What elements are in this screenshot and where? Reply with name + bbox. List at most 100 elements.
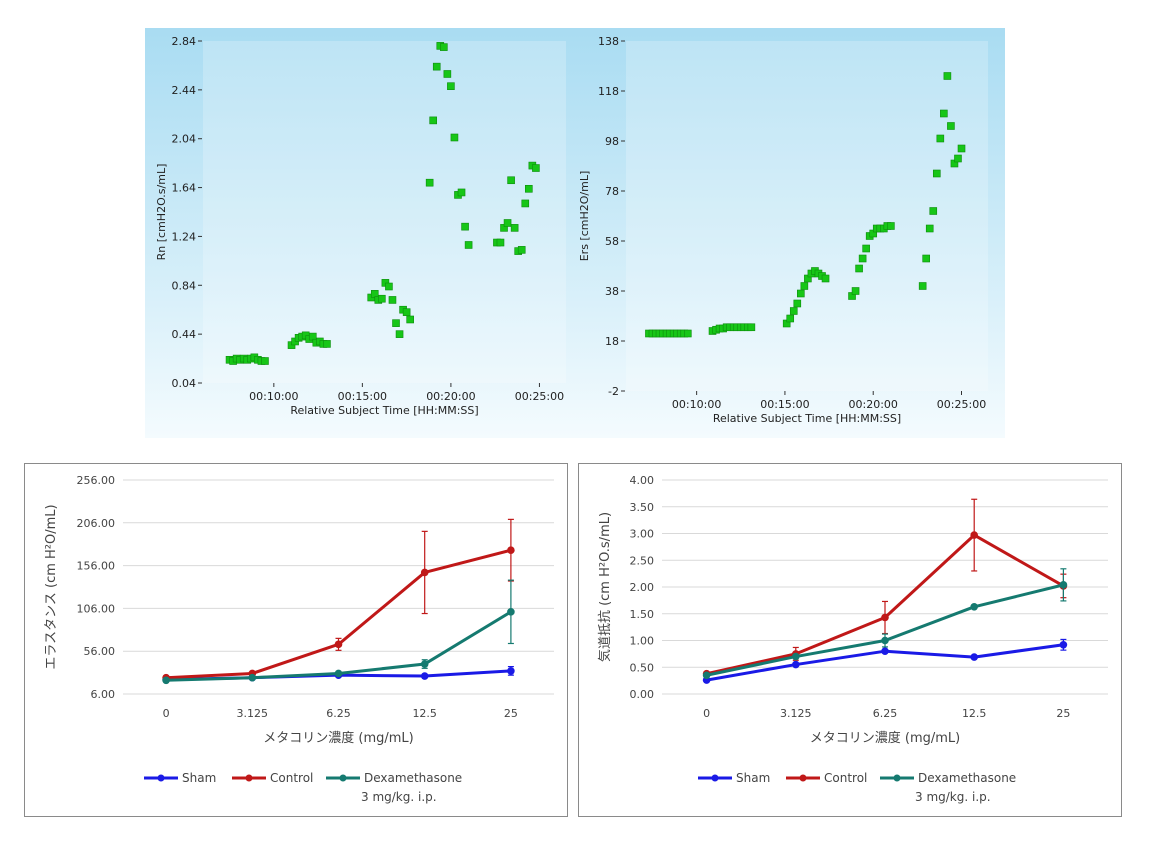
legend-label: Sham [182, 771, 216, 785]
x-tick-label: 00:15:00 [760, 398, 809, 411]
x-tick-label: 00:25:00 [515, 390, 564, 403]
x-tick-label: 25 [504, 707, 518, 720]
y-tick-label: 3.00 [630, 528, 655, 541]
data-point [517, 246, 526, 254]
data-point [507, 176, 515, 185]
data-point [450, 133, 459, 142]
legend-label: Dexamethasone [918, 771, 1016, 785]
data-point [261, 357, 269, 365]
data-point [702, 671, 711, 680]
top-scatter-panel [145, 28, 1005, 438]
data-point [323, 340, 331, 348]
y-tick-label: 0.50 [630, 661, 655, 674]
y-tick-label: 2.00 [630, 581, 655, 594]
data-point [496, 238, 505, 247]
y-tick-label: 0.84 [172, 279, 197, 292]
data-point [248, 673, 257, 682]
y-tick-label: 106.00 [77, 602, 116, 615]
legend-swatch-marker [245, 774, 253, 782]
y-axis-label: 気道抵抗 (cm H²O.s/mL) [597, 512, 613, 662]
data-point [862, 244, 870, 253]
y-tick-label: 1.24 [172, 230, 197, 243]
x-tick-label: 6.25 [326, 707, 351, 720]
y-tick-label: 98 [605, 135, 619, 148]
x-tick-label: 00:15:00 [338, 390, 387, 403]
x-axis-label: Relative Subject Time [HH:MM:SS] [290, 404, 478, 417]
legend-swatch-marker [711, 774, 719, 782]
data-point [954, 154, 962, 163]
data-point [855, 264, 863, 273]
data-point [525, 184, 533, 193]
data-point [947, 122, 955, 130]
y-tick-label: 4.00 [630, 474, 655, 487]
data-point [970, 602, 978, 611]
y-tick-label: 256.00 [77, 474, 116, 487]
data-point [929, 207, 938, 215]
x-tick-label: 3.125 [237, 707, 269, 720]
data-point [918, 282, 927, 290]
y-axis-label: Ers [cmH2O/mL] [578, 171, 591, 262]
y-tick-label: 3.50 [630, 501, 655, 514]
data-point [970, 653, 978, 661]
data-point [507, 667, 515, 675]
x-axis-label: メタコリン濃度 (mg/mL) [810, 730, 960, 746]
y-tick-label: 138 [598, 35, 619, 48]
y-tick-label: 2.44 [172, 84, 197, 97]
y-axis-label: Rn [cmH2O.s/mL] [155, 164, 168, 261]
data-point [957, 144, 966, 153]
data-point [932, 169, 941, 178]
y-tick-label: 1.00 [630, 635, 655, 648]
data-point [521, 199, 530, 208]
x-axis-label: メタコリン濃度 (mg/mL) [263, 730, 413, 746]
data-point [684, 329, 692, 338]
x-tick-label: 00:20:00 [426, 390, 475, 403]
legend-label-sub: 3 mg/kg. i.p. [361, 790, 437, 804]
data-point [440, 43, 448, 51]
elastance-chart-frame [24, 463, 568, 817]
data-point [392, 319, 400, 327]
y-tick-label: 156.00 [77, 560, 116, 573]
legend-label: Control [270, 771, 313, 785]
y-tick-label: 2.84 [172, 35, 197, 48]
legend-label-sub: 3 mg/kg. i.p. [915, 790, 991, 804]
y-tick-label: 206.00 [77, 517, 116, 530]
x-tick-label: 3.125 [780, 707, 812, 720]
y-tick-label: 0.00 [630, 688, 655, 701]
data-point [789, 307, 798, 315]
x-tick-label: 12.5 [962, 707, 987, 720]
data-point [970, 531, 978, 539]
x-tick-label: 00:10:00 [249, 390, 298, 403]
data-point [851, 287, 860, 295]
data-point [940, 109, 948, 118]
data-point [821, 274, 830, 283]
data-point [881, 613, 889, 622]
y-axis-label: エラスタンス (cm H²O/mL) [44, 504, 59, 669]
data-point [1059, 581, 1068, 589]
y-tick-label: 78 [605, 185, 619, 198]
legend-swatch-marker [893, 774, 901, 782]
data-point [429, 116, 437, 125]
data-point [443, 70, 452, 78]
data-point [457, 188, 466, 197]
x-tick-label: 0 [163, 707, 170, 720]
data-point [800, 282, 809, 290]
data-point [385, 282, 393, 291]
data-point [395, 330, 404, 338]
data-point [425, 178, 434, 187]
data-point [447, 82, 455, 90]
data-point [936, 134, 945, 143]
data-point [925, 224, 934, 233]
data-point [464, 241, 473, 249]
data-point [792, 660, 800, 669]
data-point [461, 222, 469, 231]
legend-swatch-marker [339, 774, 347, 782]
legend-label: Dexamethasone [364, 771, 462, 785]
data-point [747, 323, 756, 332]
x-tick-label: 00:20:00 [849, 398, 898, 411]
x-tick-label: 25 [1056, 707, 1070, 720]
data-point [420, 660, 429, 668]
legend-swatch-marker [157, 774, 165, 782]
data-point [792, 652, 800, 661]
